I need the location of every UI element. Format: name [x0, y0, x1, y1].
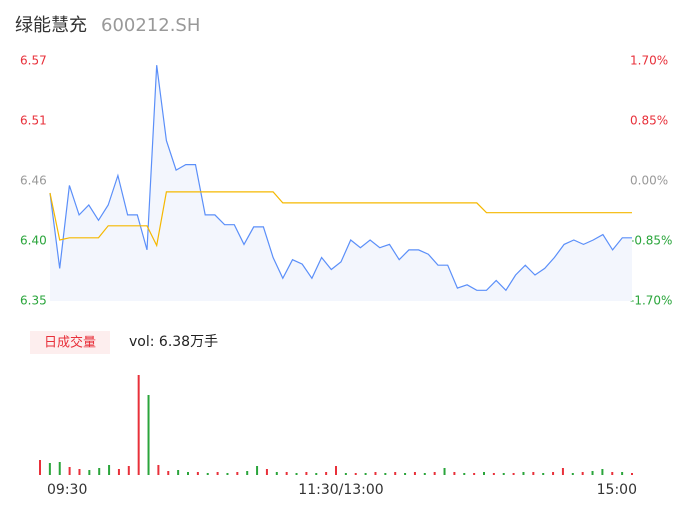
average-line	[49, 191, 632, 248]
volume-bar	[473, 473, 476, 475]
volume-bar	[206, 473, 209, 475]
volume-bar	[98, 468, 101, 475]
volume-bar	[137, 375, 140, 475]
y-tick-label: 6.40	[20, 234, 47, 248]
volume-bar	[571, 473, 574, 475]
y-tick-label: 6.57	[20, 54, 47, 68]
volume-bar	[315, 473, 318, 475]
volume-label-box	[30, 331, 110, 354]
volume-bar	[394, 472, 397, 475]
price-area	[50, 65, 632, 301]
price-line	[49, 65, 632, 292]
volume-bar	[147, 395, 150, 475]
volume-bar	[117, 469, 120, 475]
volume-annotation: vol: 6.38万手	[129, 334, 218, 350]
volume-bar	[631, 473, 633, 475]
volume-bar	[108, 465, 111, 475]
y2-tick-label: -0.85%	[630, 234, 672, 248]
volume-bar	[384, 473, 387, 475]
volume-bar	[364, 473, 367, 475]
stock-code: 600212.SH	[101, 15, 200, 36]
y-tick-label: 6.51	[20, 114, 47, 128]
y-tick-label: 6.46	[20, 174, 47, 188]
volume-label: 日成交量	[44, 335, 96, 351]
volume-bar	[335, 466, 337, 475]
volume-bar	[492, 473, 495, 475]
volume-bar	[542, 473, 545, 475]
y2-tick-label: 0.85%	[630, 114, 668, 128]
volume-bar	[374, 472, 377, 475]
y-tick-label: 6.35	[20, 294, 47, 308]
x-tick-label: 09:30	[47, 482, 87, 498]
y2-tick-label: -1.70%	[630, 294, 672, 308]
volume-bar	[433, 472, 436, 475]
volume-bar	[344, 473, 347, 475]
volume-bar	[404, 473, 407, 475]
y2-tick-label: 0.00%	[630, 174, 668, 188]
volume-bar	[236, 472, 239, 475]
volume-bar	[265, 469, 268, 475]
volume-bar	[561, 468, 564, 475]
volume-bar	[78, 469, 81, 475]
volume-bar	[68, 467, 71, 475]
volume-bar	[196, 472, 199, 475]
volume-bar	[187, 472, 189, 475]
volume-bar	[621, 472, 624, 475]
volume-bar	[591, 471, 594, 475]
stock-name: 绿能慧充	[15, 15, 87, 36]
volume-bar	[58, 462, 61, 475]
volume-bar	[88, 470, 91, 475]
volume-bar	[177, 470, 180, 475]
x-tick-label: 15:00	[597, 482, 637, 498]
volume-bar	[611, 472, 614, 475]
volume-bar	[502, 473, 505, 475]
volume-bar	[127, 466, 130, 475]
volume-bar	[325, 472, 328, 475]
volume-bar	[295, 473, 298, 475]
volume-bar	[305, 472, 308, 475]
volume-bar	[423, 473, 426, 475]
volume-bar	[443, 468, 446, 475]
volume-bar	[512, 473, 515, 475]
volume-bar	[39, 460, 41, 475]
volume-bar	[413, 472, 416, 475]
volume-bar	[48, 463, 51, 475]
volume-bar	[246, 471, 249, 475]
volume-bar	[522, 472, 525, 475]
volume-bar	[581, 472, 584, 475]
y2-tick-label: 1.70%	[630, 54, 668, 68]
volume-bar	[167, 471, 170, 475]
volume-bar	[552, 472, 555, 475]
volume-bar	[256, 466, 259, 475]
volume-bar	[453, 472, 456, 475]
volume-bar	[226, 473, 229, 475]
volume-bar	[285, 472, 288, 475]
volume-bar	[275, 472, 278, 475]
volume-bar	[483, 472, 485, 475]
volume-bar	[463, 473, 466, 475]
volume-bar	[216, 472, 219, 475]
volume-bar	[157, 465, 160, 475]
volume-bar	[532, 472, 535, 475]
x-tick-label: 11:30/13:00	[298, 482, 383, 498]
volume-bar	[601, 469, 604, 475]
volume-bar	[354, 473, 357, 475]
